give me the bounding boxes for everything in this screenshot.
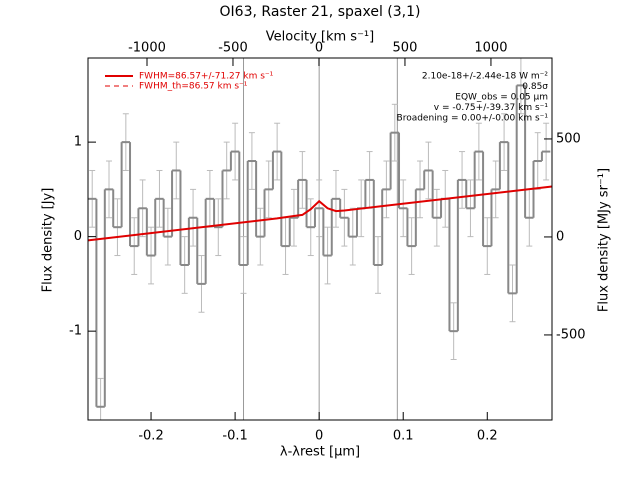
- legend-label: FWHM_th=86.57 km s⁻¹: [139, 82, 248, 92]
- y2-tick-label: 0: [556, 229, 564, 244]
- y2-tick-label: 500: [556, 131, 581, 146]
- plot-frame: [87, 57, 553, 421]
- y2-tick-label: -500: [556, 327, 586, 342]
- y-tick-label: 0: [74, 229, 82, 244]
- annotation: 2.10e-18+/-2.44e-18 W m⁻²: [422, 72, 549, 82]
- y-axis-label: Flux density [Jy]: [41, 188, 56, 293]
- x-tick-label: 0.2: [477, 429, 498, 444]
- y-tick-label: 1: [74, 135, 82, 150]
- y-tick-label: -1: [69, 324, 82, 339]
- x2-tick-label: 1000: [474, 41, 507, 56]
- step-connector: [95, 85, 543, 407]
- x2-tick-label: 0: [315, 41, 323, 56]
- legend-label: FWHM=86.57+/-71.27 km s⁻¹: [139, 72, 274, 82]
- fit-line: [87, 186, 553, 241]
- x2-tick-label: -1000: [128, 41, 166, 56]
- x2-axis-label: Velocity [km s⁻¹]: [266, 30, 374, 45]
- x-axis-label: λ-λrest [μm]: [280, 445, 360, 460]
- x-tick-label: 0.1: [393, 429, 414, 444]
- x-tick-label: -0.2: [138, 429, 163, 444]
- x-tick-label: 0: [315, 429, 323, 444]
- x2-tick-label: -500: [218, 41, 248, 56]
- x2-tick-label: 500: [393, 41, 418, 56]
- annotation: Broadening = 0.00+/-0.00 km s⁻¹: [397, 114, 549, 124]
- annotation: 0.85σ: [522, 82, 548, 92]
- y2-axis-label: Flux density [MJy sr⁻¹]: [597, 168, 612, 312]
- x-tick-label: -0.1: [222, 429, 247, 444]
- chart-title: OI63, Raster 21, spaxel (3,1): [220, 4, 421, 20]
- annotation: EQW_obs = 0.05 μm: [455, 93, 548, 103]
- annotation: v = -0.75+/-39.37 km s⁻¹: [434, 103, 549, 113]
